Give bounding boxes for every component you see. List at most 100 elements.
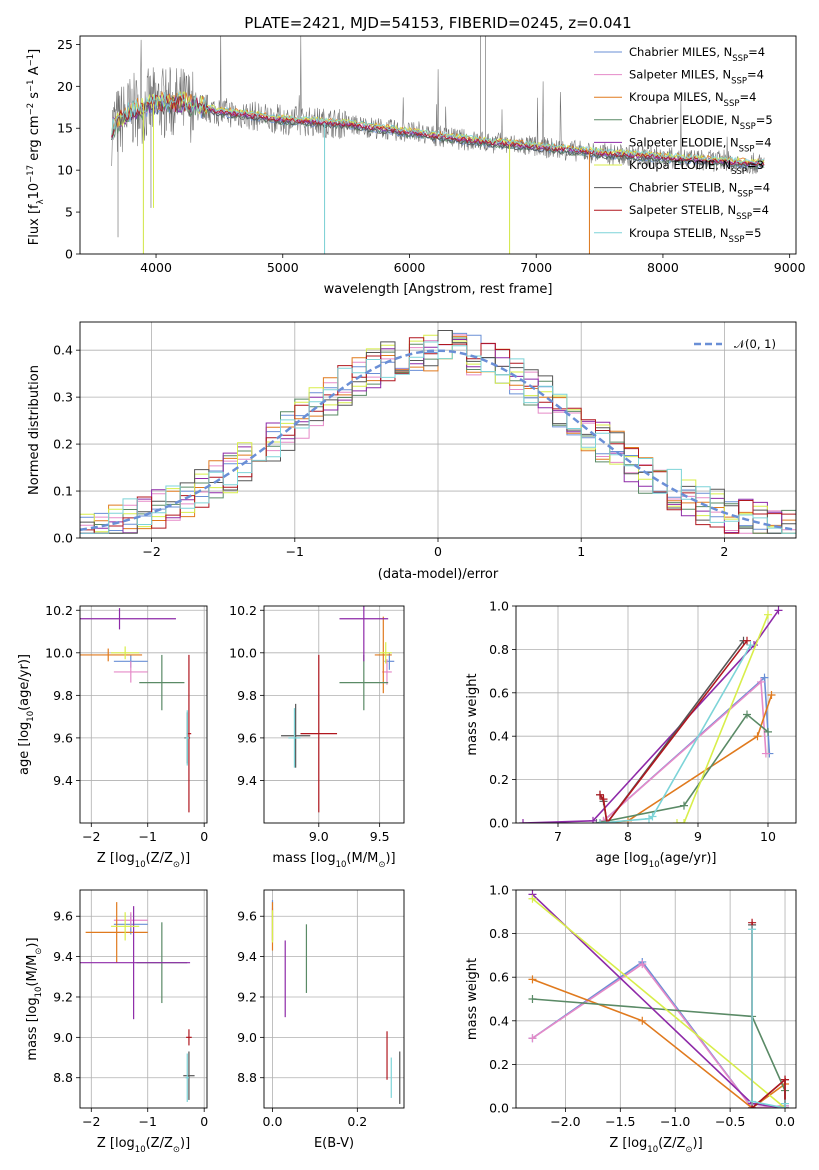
- axes-frame: [79, 321, 797, 539]
- mass-weight-marker-1: [528, 1034, 537, 1043]
- y-axis-label: mass weight: [465, 673, 480, 755]
- mass-weight-line-3: [596, 713, 769, 823]
- y-tick-label: 0.2: [489, 772, 509, 787]
- plot-area: [281, 606, 395, 813]
- model-line-5: [111, 91, 765, 164]
- mass-weight-line-4: [522, 609, 780, 823]
- y-axis-label-part: A: [27, 66, 42, 79]
- x-axis-label-part: 10: [336, 860, 347, 870]
- y-axis-label: Normed distribution: [27, 365, 42, 495]
- x-tick-label: −0.5: [715, 1114, 745, 1129]
- normal-curve: [80, 349, 796, 532]
- y-tick-label: 0.6: [489, 685, 509, 700]
- x-axis-label-part: (Z/Z: [146, 1136, 173, 1151]
- x-axis-label-part: ⊙: [378, 860, 385, 870]
- legend-entry-1: Salpeter MILES, NSSP=4: [629, 68, 764, 87]
- y-axis-label-part: 10: [34, 987, 44, 998]
- legend-entry-5-part: =3: [747, 158, 764, 172]
- y-tick-label: 0.6: [489, 970, 509, 985]
- x-tick-label: 1: [577, 544, 585, 559]
- axes-frame: [515, 605, 797, 824]
- y-tick-label: 25: [57, 37, 73, 52]
- y-axis-label: Flux [fλ10−17 erg cm−2 s−1 A−1]: [26, 49, 46, 245]
- x-tick-label: 0.0: [775, 1114, 795, 1129]
- axes-frame: [79, 605, 208, 824]
- y-axis-label-part: −1: [26, 79, 36, 92]
- x-tick-label: −1.5: [605, 1114, 635, 1129]
- y-tick-label: 1.0: [489, 599, 509, 614]
- mass-weight-line-1: [532, 963, 786, 1108]
- x-tick-label: 9: [694, 829, 702, 844]
- x-axis-label: mass [log10(M/M⊙)]: [272, 851, 395, 870]
- x-axis-label-part: )]: [693, 1136, 703, 1151]
- legend-entry-8-part: Kroupa STELIB, N: [629, 226, 729, 240]
- y-tick-label: 0.3: [53, 390, 73, 405]
- panel-age_vs_Z: −2 −1 09.49.69.810.010.2Z [log10(Z/Z⊙)]age…: [17, 603, 208, 870]
- legend-entry-2-part: Kroupa MILES, N: [629, 90, 724, 104]
- legend-entry-8-part: =5: [744, 226, 761, 240]
- mass-weight-marker-8: [648, 812, 657, 821]
- x-axis-label: (data-model)/error: [378, 567, 499, 582]
- legend-entry-4-part: Salpeter ELODIE, N: [629, 135, 739, 149]
- legend-entry-0: Chabrier MILES, NSSP=4: [629, 45, 765, 64]
- y-tick-label: 8.8: [237, 1070, 257, 1085]
- x-axis-label-part: )]: [385, 851, 395, 866]
- x-tick-label: 0: [200, 829, 208, 844]
- x-tick-label: −1: [139, 829, 157, 844]
- mass-weight-line-2: [532, 978, 786, 1108]
- x-tick-label: 7000: [520, 260, 552, 275]
- panel-spectrum: 4000 5000 6000 7000 8000 9000 0 5 10 15 20 25 Chabri…: [26, 35, 806, 297]
- legend-entry-8: Kroupa STELIB, NSSP=5: [629, 226, 761, 245]
- mass-weight-marker-3: [764, 727, 772, 736]
- legend-entry-3-part: SSP: [740, 122, 756, 132]
- x-axis-label-part: Z [log: [97, 851, 135, 866]
- y-axis-label: age [log10(age/yr)]: [17, 654, 36, 775]
- legend-entry-1-part: =4: [747, 68, 764, 82]
- y-tick-label: 0.0: [489, 816, 509, 831]
- axes-frame: [263, 605, 405, 824]
- legend-entry-0-part: Chabrier MILES, N: [629, 45, 732, 59]
- y-tick-label: 10.2: [45, 603, 73, 618]
- y-tick-label: 0.0: [53, 531, 73, 546]
- x-tick-label: 7: [554, 829, 562, 844]
- mass-weight-marker-5: [680, 819, 688, 823]
- mass-weight-marker-0: [760, 673, 769, 682]
- y-tick-label: 0.4: [489, 729, 509, 744]
- mass-weight-line-5: [531, 898, 786, 1108]
- x-axis-label: E(B-V): [314, 1136, 354, 1151]
- x-tick-label: −2: [82, 1114, 100, 1129]
- y-tick-label: 9.8: [53, 688, 73, 703]
- panel-mass_vs_Z: −2 −1 08.89.09.29.49.6Z [log10(Z/Z⊙)]mass …: [25, 889, 208, 1155]
- legend-entry-3: Chabrier ELODIE, NSSP=5: [629, 113, 773, 132]
- y-axis-label-part: (age/yr)]: [17, 654, 32, 711]
- x-axis-label-part: )]: [180, 851, 190, 866]
- x-tick-label: 0: [200, 1114, 208, 1129]
- y-axis-label-part: Flux [f: [27, 204, 42, 245]
- legend-entry-3-part: =5: [756, 113, 773, 127]
- legend-entry-7-part: =4: [752, 203, 769, 217]
- x-axis-label-part: (age/yr)]: [660, 851, 717, 866]
- x-axis-label: Z [log10(Z/Z⊙)]: [97, 851, 190, 870]
- axes-frame: [515, 889, 797, 1109]
- legend-entry-normal: 𝒩(0, 1): [734, 337, 776, 351]
- x-axis-label-part: (Z/Z: [658, 1136, 685, 1151]
- y-tick-label: 9.4: [237, 773, 257, 788]
- y-tick-label: 15: [57, 121, 73, 136]
- legend-entry-3-part: Chabrier ELODIE, N: [629, 113, 740, 127]
- legend-entry-5-part: Kroupa ELODIE, N: [629, 158, 731, 172]
- legend-entry-1-part: SSP: [731, 77, 747, 87]
- mass-weight-line-7: [599, 640, 748, 823]
- mass-weight-marker-4: [774, 606, 783, 615]
- y-tick-label: 9.4: [53, 949, 73, 964]
- mass-weight-line-1: [599, 680, 767, 823]
- legend-entry-4-part: =4: [755, 135, 772, 149]
- y-tick-label: 9.2: [237, 989, 257, 1004]
- plot-area: [519, 606, 783, 823]
- legend-entry-2-part: =4: [739, 90, 756, 104]
- plot-area: [80, 902, 195, 1102]
- x-axis-label-part: age [log: [596, 851, 649, 866]
- x-axis-label-part: Z [log: [609, 1136, 647, 1151]
- mass-weight-marker-4: [519, 819, 527, 823]
- y-tick-label: 10: [57, 163, 73, 178]
